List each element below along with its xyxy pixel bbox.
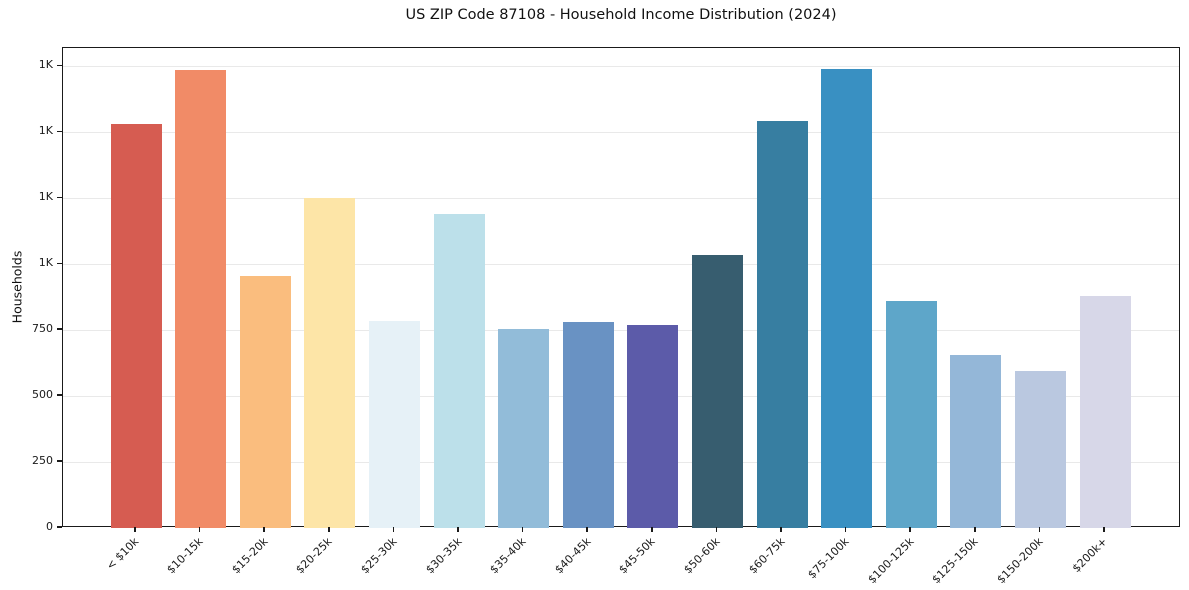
- x-tick-label-text: $30-35k: [422, 535, 465, 577]
- x-tick-mark: [909, 527, 911, 532]
- x-tick-mark: [1103, 527, 1105, 532]
- x-tick-label-text: $10-15k: [164, 535, 206, 577]
- x-tick-label-text: $25-30k: [358, 535, 400, 577]
- x-tick-mark: [780, 527, 782, 532]
- x-tick-mark: [715, 527, 718, 532]
- gridline-750: [63, 329, 1179, 331]
- y-tick-mark: [57, 460, 62, 462]
- y-tick-mark: [57, 262, 62, 264]
- gridline-1250: [63, 197, 1179, 199]
- y-tick-mark: [57, 64, 62, 67]
- gridline-250: [63, 461, 1179, 463]
- y-tick-label: 1K: [38, 58, 53, 72]
- gridline-1750: [63, 65, 1179, 67]
- x-tick-label-text: $125-150k: [929, 535, 981, 587]
- x-tick-mark: [134, 527, 136, 532]
- x-tick-mark: [974, 527, 976, 532]
- x-tick-label-text: < $10k: [103, 535, 142, 573]
- bar-$35-40k: [498, 328, 550, 528]
- x-tick-label-text: $45-50k: [616, 535, 658, 577]
- gridline-1500: [63, 131, 1179, 133]
- y-tick-label: 1K: [38, 256, 53, 270]
- x-tick-mark: [328, 527, 330, 532]
- bar-$125-150k: [950, 355, 1002, 528]
- y-tick-label: 0: [46, 520, 53, 533]
- gridline-500: [63, 395, 1179, 397]
- x-tick-mark: [521, 527, 524, 532]
- y-tick-label: 750: [32, 322, 53, 336]
- y-tick-label: 1K: [38, 124, 53, 138]
- x-tick-label-text: $50-60k: [681, 535, 723, 577]
- bar-$25-30k: [368, 320, 420, 528]
- x-tick-mark: [651, 527, 653, 532]
- x-tick-label-text: $150-200k: [994, 535, 1046, 587]
- bar-$150-200k: [1014, 371, 1066, 528]
- x-tick-label-text: $75-100k: [805, 535, 852, 582]
- bar-$45-50k: [627, 324, 679, 528]
- y-tick-label: 1K: [38, 190, 53, 204]
- x-tick-mark: [263, 527, 265, 532]
- bar-$75-100k: [821, 69, 873, 528]
- y-tick-mark: [57, 328, 62, 330]
- bar-$15-20k: [239, 276, 291, 528]
- y-tick-mark: [57, 394, 62, 396]
- x-tick-label-text: $15-20k: [229, 535, 271, 577]
- bar-$10-15k: [175, 70, 227, 528]
- gridline-1000: [63, 263, 1179, 265]
- y-tick-mark: [57, 130, 62, 133]
- bar-$30-35k: [433, 214, 485, 528]
- bar-$50-60k: [691, 255, 743, 528]
- chart-title: US ZIP Code 87108 - Household Income Dis…: [405, 7, 837, 23]
- x-tick-mark: [392, 527, 395, 532]
- bar-$100-125k: [885, 301, 937, 528]
- x-tick-mark: [586, 527, 588, 532]
- y-tick-label: 250: [32, 454, 53, 468]
- x-tick-mark: [1038, 527, 1041, 532]
- bar-$60-75k: [756, 120, 808, 528]
- y-tick-mark: [57, 196, 62, 199]
- bar-$20-25k: [304, 198, 356, 528]
- bar-< $10k: [110, 124, 162, 528]
- x-tick-mark: [198, 527, 201, 532]
- bar-$40-45k: [562, 322, 614, 528]
- x-tick-mark: [844, 527, 847, 532]
- plot-area: [62, 47, 1180, 528]
- x-tick-label-text: $35-40k: [487, 535, 529, 577]
- x-tick-label-text: $20-25k: [293, 535, 335, 577]
- x-tick-label-text: $200k+: [1070, 535, 1111, 576]
- x-tick-mark: [457, 527, 459, 532]
- x-tick-label-text: $100-125k: [865, 535, 917, 587]
- x-tick-label-text: $40-45k: [552, 535, 594, 577]
- y-tick-mark: [57, 526, 62, 528]
- y-tick-label: 500: [32, 388, 53, 402]
- bar-$200k+: [1079, 295, 1131, 528]
- x-tick-label-text: $60-75k: [745, 535, 788, 577]
